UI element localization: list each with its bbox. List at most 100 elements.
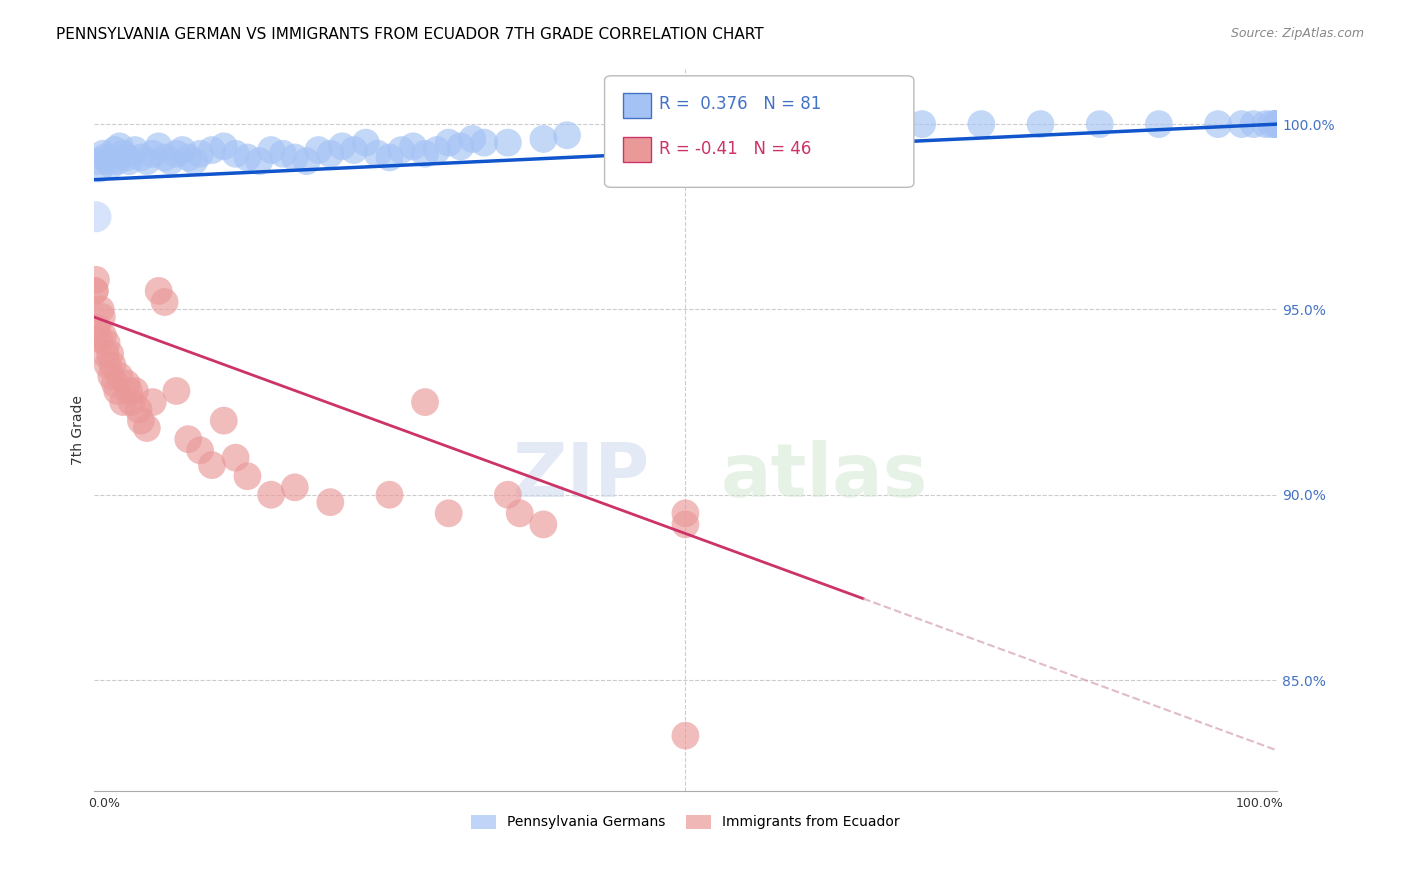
Point — [673, 517, 696, 532]
Point — [1265, 117, 1288, 131]
Point — [555, 128, 578, 143]
Point — [201, 458, 224, 472]
Point — [188, 146, 211, 161]
Point — [84, 210, 107, 224]
Point — [673, 124, 696, 138]
Point — [100, 369, 122, 384]
Point — [101, 358, 124, 372]
Point — [437, 506, 460, 520]
Point — [354, 136, 377, 150]
Point — [1260, 117, 1282, 131]
Point — [343, 143, 366, 157]
Text: 100.0%: 100.0% — [1236, 797, 1284, 810]
Point — [97, 358, 120, 372]
Point — [142, 395, 165, 409]
Point — [793, 117, 815, 131]
Point — [295, 154, 318, 169]
Point — [496, 488, 519, 502]
Point — [284, 480, 307, 494]
Point — [1243, 117, 1265, 131]
Point — [128, 402, 150, 417]
Point — [212, 414, 235, 428]
Point — [308, 143, 330, 157]
Point — [90, 302, 112, 317]
Point — [461, 132, 484, 146]
Point — [319, 495, 342, 509]
Point — [413, 146, 436, 161]
Point — [734, 120, 756, 135]
Text: R =  0.376   N = 81: R = 0.376 N = 81 — [659, 95, 821, 113]
Text: Source: ZipAtlas.com: Source: ZipAtlas.com — [1230, 27, 1364, 40]
Point — [437, 136, 460, 150]
Point — [1265, 117, 1288, 131]
Point — [165, 384, 187, 398]
Point — [112, 146, 135, 161]
Point — [201, 143, 224, 157]
Point — [165, 146, 187, 161]
Point — [426, 143, 449, 157]
Point — [104, 376, 127, 391]
Point — [1147, 117, 1170, 131]
Point — [509, 506, 531, 520]
Point — [673, 506, 696, 520]
Point — [90, 310, 112, 324]
Point — [472, 136, 495, 150]
Point — [86, 154, 108, 169]
Point — [115, 376, 138, 391]
Point — [1265, 117, 1288, 131]
Point — [402, 139, 425, 153]
Point — [153, 295, 176, 310]
Point — [970, 117, 993, 131]
Point — [1265, 117, 1288, 131]
Point — [1265, 117, 1288, 131]
Y-axis label: 7th Grade: 7th Grade — [72, 395, 86, 465]
Point — [531, 517, 554, 532]
Point — [118, 154, 141, 169]
Point — [148, 139, 170, 153]
Point — [1265, 117, 1288, 131]
Point — [367, 146, 389, 161]
Point — [496, 136, 519, 150]
Point — [1265, 117, 1288, 131]
Point — [172, 143, 194, 157]
Point — [1265, 117, 1288, 131]
Point — [98, 347, 121, 361]
Point — [108, 139, 131, 153]
Point — [271, 146, 294, 161]
Legend: Pennsylvania Germans, Immigrants from Ecuador: Pennsylvania Germans, Immigrants from Ec… — [465, 809, 905, 835]
Point — [1265, 117, 1288, 131]
Point — [135, 154, 157, 169]
Point — [378, 488, 401, 502]
Point — [1265, 117, 1288, 131]
Point — [378, 151, 401, 165]
Point — [105, 384, 128, 398]
Point — [1206, 117, 1229, 131]
Point — [177, 151, 200, 165]
Point — [225, 146, 247, 161]
Point — [89, 332, 111, 346]
Point — [319, 146, 342, 161]
Point — [1230, 117, 1253, 131]
Point — [142, 146, 165, 161]
Point — [673, 729, 696, 743]
Point — [91, 328, 114, 343]
Point — [120, 395, 142, 409]
Point — [94, 151, 117, 165]
Point — [330, 139, 353, 153]
Point — [1265, 117, 1288, 131]
Point — [531, 132, 554, 146]
Point — [83, 284, 105, 298]
Point — [1254, 117, 1277, 131]
Point — [153, 151, 176, 165]
Point — [236, 469, 259, 483]
Point — [112, 395, 135, 409]
Point — [1265, 117, 1288, 131]
Point — [118, 384, 141, 398]
Point — [124, 384, 146, 398]
Point — [247, 154, 270, 169]
Point — [1265, 117, 1288, 131]
Point — [83, 284, 105, 298]
Point — [212, 139, 235, 153]
Point — [1088, 117, 1111, 131]
Point — [260, 488, 283, 502]
